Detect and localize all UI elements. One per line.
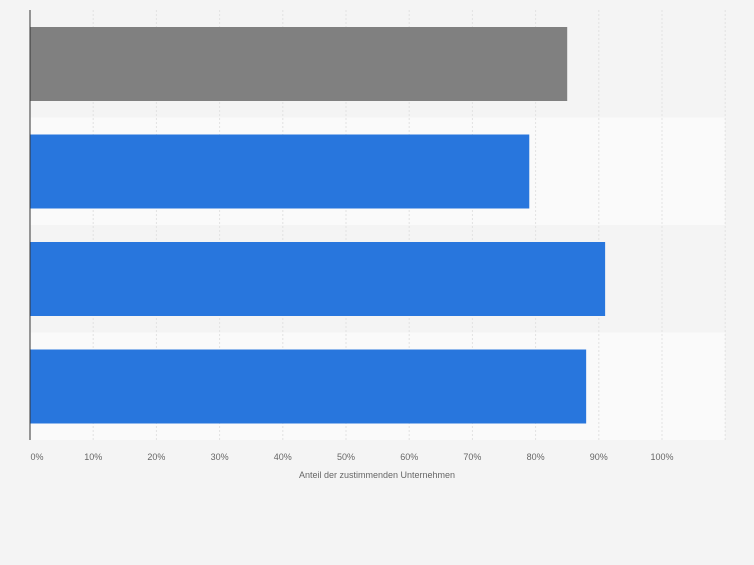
x-tick-label: 70% <box>463 452 481 462</box>
bar <box>30 349 587 424</box>
bars <box>30 27 606 424</box>
bar <box>30 134 530 209</box>
x-tick-label: 20% <box>147 452 165 462</box>
x-tick-label: 80% <box>527 452 545 462</box>
x-tick-labels: 0% 10% 20% 30% 40% 50% 60% 70% 80% 90% 100% <box>30 452 673 462</box>
x-tick-label: 50% <box>337 452 355 462</box>
bar <box>30 27 568 101</box>
x-tick-label: 0% <box>30 452 43 462</box>
x-tick-label: 10% <box>84 452 102 462</box>
x-tick-label: 30% <box>211 452 229 462</box>
x-tick-label: 90% <box>590 452 608 462</box>
x-tick-label: 100% <box>650 452 673 462</box>
x-tick-label: 40% <box>274 452 292 462</box>
bar <box>30 242 606 316</box>
x-axis-title: Anteil der zustimmenden Unternehmen <box>299 470 455 480</box>
x-tick-label: 60% <box>400 452 418 462</box>
